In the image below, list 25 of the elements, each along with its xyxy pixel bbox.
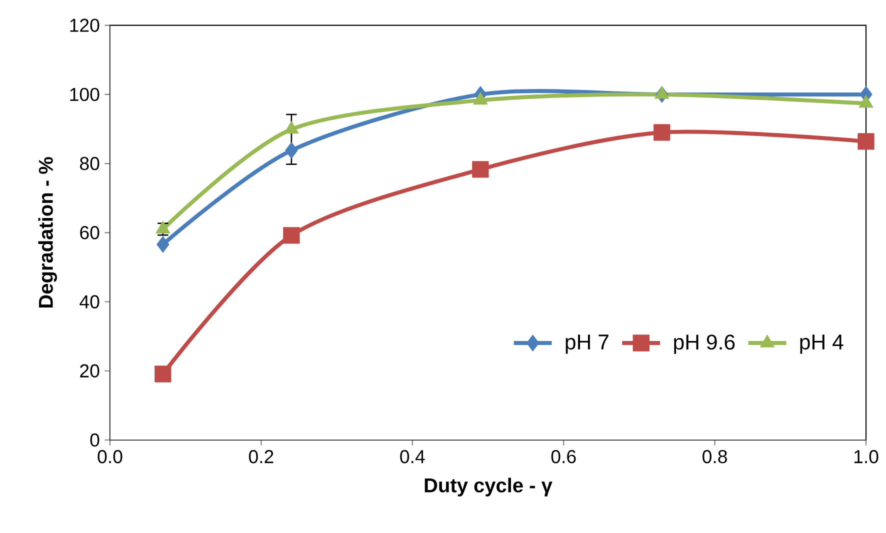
y-axis-title: Degradation - % xyxy=(38,157,57,308)
point xyxy=(858,133,874,150)
legend-label: pH 7 xyxy=(566,334,608,354)
y-tick-label: 40 xyxy=(80,295,100,308)
x-tick-label: 0.0 xyxy=(98,450,122,464)
point xyxy=(283,227,300,244)
legend-label: pH 9.6 xyxy=(674,334,735,354)
point xyxy=(156,236,170,253)
y-tick-label: 20 xyxy=(80,364,100,378)
point xyxy=(472,161,489,178)
point xyxy=(154,366,172,382)
x-axis-title: Duty cycle - γ xyxy=(424,478,552,496)
point xyxy=(285,142,298,159)
x-tick-label: 0.6 xyxy=(551,450,576,464)
x-tick-label: 0.4 xyxy=(400,450,425,464)
y-tick-label: 60 xyxy=(80,226,100,240)
y-tick-label: 100 xyxy=(70,88,100,102)
x-tick-label: 0.8 xyxy=(702,450,727,464)
x-tick-label: 1.0 xyxy=(854,450,878,464)
point xyxy=(654,124,670,141)
y-tick-label: 0 xyxy=(90,433,100,447)
y-tick-label: 120 xyxy=(70,18,100,32)
y-tick-label: 80 xyxy=(80,156,100,170)
x-tick-label: 0.2 xyxy=(248,450,274,464)
legend-label: pH 4 xyxy=(800,334,844,354)
